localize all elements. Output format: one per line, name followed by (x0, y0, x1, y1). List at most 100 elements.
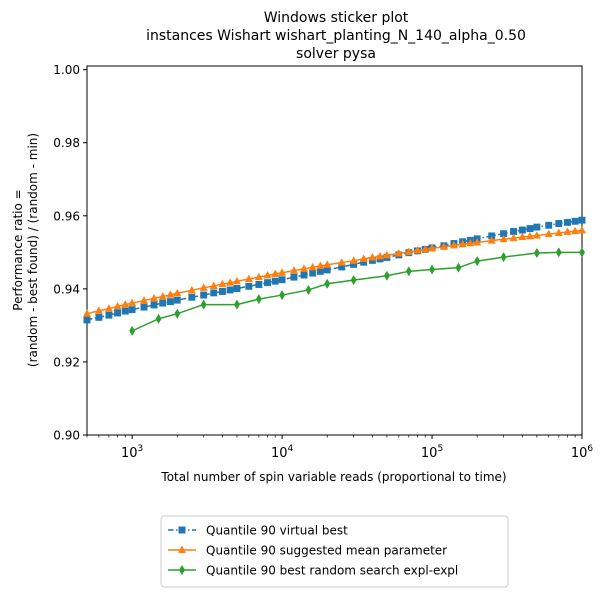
data-point (232, 276, 241, 285)
data-point (82, 309, 92, 317)
data-point (245, 282, 253, 290)
x-tick-label: 105 (421, 444, 443, 461)
data-point (571, 217, 579, 225)
x-tick-label-exponent: 5 (437, 444, 443, 454)
data-point (166, 290, 175, 298)
data-point (233, 299, 240, 310)
data-point (518, 232, 527, 241)
data-point (199, 283, 208, 291)
legend-item-3: Quantile 90 best random search expl-expl (168, 564, 458, 578)
data-point (218, 287, 226, 295)
data-point (323, 260, 332, 268)
data-point (428, 243, 437, 252)
data-point (413, 245, 422, 254)
data-point (555, 247, 562, 258)
y-axis-label: Performance ratio = (random - best found… (11, 133, 40, 367)
data-point (305, 284, 312, 296)
data-point (173, 288, 182, 297)
data-point (290, 273, 298, 281)
title-line-2: instances Wishart wishart_planting_N_140… (146, 28, 526, 44)
data-point (200, 299, 207, 310)
data-point (209, 281, 218, 289)
title-line-1: Windows sticker plot (264, 10, 409, 26)
x-tick-label-base: 10 (421, 446, 438, 461)
data-point (299, 264, 309, 272)
data-point (526, 225, 534, 233)
data-point (255, 281, 263, 288)
data-point (264, 279, 272, 287)
y-axis-label-line-1: Performance ratio = (11, 189, 25, 310)
series-2 (82, 225, 587, 317)
data-point (188, 293, 196, 301)
data-point (474, 256, 481, 267)
legend-marker (177, 545, 187, 554)
data-point (449, 240, 458, 249)
y-axis-label-line-2: (random - best found) / (random - min) (26, 133, 40, 367)
data-point (563, 227, 572, 235)
y-tick-label: 1.00 (53, 63, 80, 77)
data-point (349, 256, 358, 264)
legend-marker (178, 526, 186, 534)
data-point (140, 303, 148, 311)
x-tick-label-exponent: 6 (587, 444, 593, 454)
legend: Quantile 90 virtual best Quantile 90 sugg… (160, 515, 509, 588)
data-point (113, 301, 122, 310)
data-point (300, 271, 308, 279)
plot-area (82, 65, 587, 436)
data-point (150, 293, 159, 302)
data-point (159, 299, 167, 307)
data-point (337, 258, 346, 266)
y-tick-label: 0.90 (53, 429, 80, 443)
data-point (564, 218, 571, 226)
data-point (139, 296, 149, 304)
data-point (439, 242, 448, 250)
data-point (544, 229, 553, 238)
data-point (404, 247, 413, 256)
data-point (255, 293, 262, 305)
data-point (533, 247, 540, 259)
x-tick-label-base: 10 (121, 446, 138, 461)
data-point (263, 270, 272, 279)
data-point (128, 306, 136, 314)
legend-label: Quantile 90 suggested mean parameter (206, 544, 447, 558)
data-point (350, 274, 357, 286)
data-point (174, 308, 181, 319)
data-point (458, 239, 467, 248)
data-point (155, 313, 162, 324)
series-layer (82, 216, 587, 336)
data-point (166, 298, 174, 306)
data-point (533, 223, 541, 231)
data-point (499, 234, 508, 243)
data-point (579, 247, 585, 258)
data-point (473, 237, 482, 246)
data-point (383, 270, 390, 281)
data-point (382, 250, 391, 259)
data-point (94, 306, 103, 314)
data-point (571, 226, 580, 235)
x-tick-label: 106 (571, 444, 594, 461)
x-tick-label-base: 10 (571, 446, 588, 461)
y-tick-label: 0.94 (53, 282, 80, 296)
data-point (279, 289, 286, 301)
data-point (271, 269, 280, 277)
data-point (95, 313, 103, 321)
data-point (316, 267, 324, 275)
legend-label: Quantile 90 virtual best (206, 524, 348, 538)
y-tick-label: 0.92 (53, 355, 80, 369)
y-tick-label: 0.96 (53, 209, 80, 223)
data-point (233, 285, 241, 292)
data-point (121, 307, 129, 315)
data-point (309, 269, 317, 277)
data-point (226, 286, 234, 294)
legend-frame (160, 515, 509, 588)
x-axis: 103 104 105 106 (86, 435, 594, 461)
data-point (578, 216, 586, 224)
data-point (129, 325, 136, 336)
data-point (114, 309, 122, 317)
data-point (554, 228, 563, 237)
data-point (368, 252, 377, 261)
x-tick-label-exponent: 4 (287, 444, 293, 454)
x-tick-label: 104 (271, 444, 294, 461)
x-tick-label-exponent: 3 (138, 444, 144, 454)
series-3 (129, 247, 585, 336)
